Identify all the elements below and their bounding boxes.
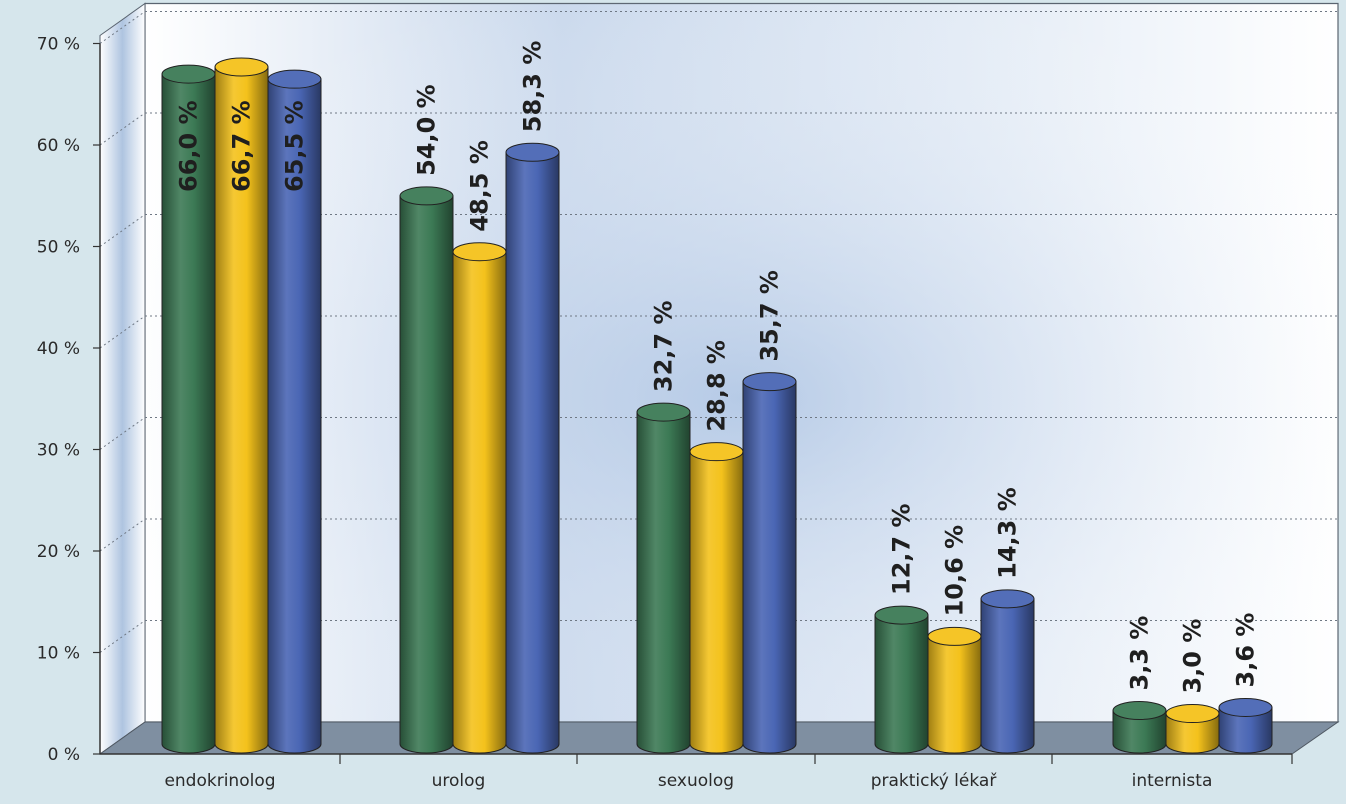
data-label: 66,7 % <box>228 100 256 192</box>
bar <box>214 57 269 754</box>
y-tick-label: 20 % <box>37 542 80 562</box>
y-tick-label: 40 % <box>37 339 80 359</box>
y-tick-label: 0 % <box>48 745 80 765</box>
bar <box>980 589 1035 754</box>
data-label: 12,7 % <box>888 503 916 595</box>
bar <box>927 626 982 754</box>
data-label: 58,3 % <box>519 41 547 133</box>
data-label: 54,0 % <box>413 84 441 176</box>
bar <box>1218 697 1273 754</box>
data-label: 3,0 % <box>1179 619 1207 694</box>
data-label: 66,0 % <box>175 100 203 192</box>
x-tick-label: urolog <box>432 771 486 791</box>
bar <box>399 186 454 754</box>
y-tick-label: 50 % <box>37 238 80 258</box>
y-tick-label: 30 % <box>37 441 80 461</box>
y-tick-label: 70 % <box>37 35 80 55</box>
data-label: 48,5 % <box>466 140 494 232</box>
x-tick-label: endokrinolog <box>164 771 275 791</box>
bar <box>874 605 929 754</box>
data-label: 3,6 % <box>1232 613 1260 688</box>
y-tick-label: 60 % <box>37 136 80 156</box>
data-label: 35,7 % <box>756 270 784 362</box>
y-tick-label: 10 % <box>37 644 80 664</box>
data-label: 28,8 % <box>703 340 731 432</box>
data-label: 65,5 % <box>281 100 309 192</box>
data-label: 10,6 % <box>941 525 969 617</box>
data-label: 14,3 % <box>994 487 1022 579</box>
data-label: 3,3 % <box>1126 616 1154 691</box>
bar <box>689 442 744 754</box>
bar <box>636 402 691 754</box>
x-tick-label: sexuolog <box>658 771 734 791</box>
bar <box>267 69 322 754</box>
x-tick-label: internista <box>1132 771 1213 791</box>
bar <box>1112 701 1167 754</box>
bar <box>452 242 507 754</box>
data-label: 32,7 % <box>650 300 678 392</box>
bar <box>505 142 560 754</box>
bar <box>1165 704 1220 754</box>
bar <box>742 372 797 754</box>
x-tick-label: praktický lékař <box>871 771 998 791</box>
